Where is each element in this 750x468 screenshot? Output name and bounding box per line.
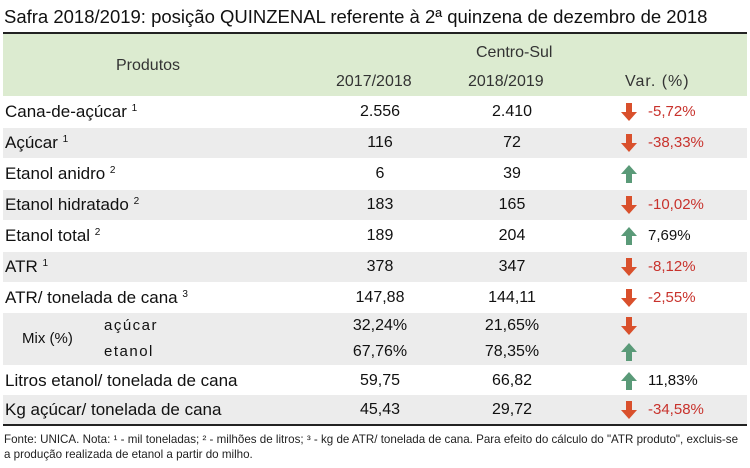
table-row xyxy=(3,189,747,220)
arrow-up-icon xyxy=(621,227,637,245)
value-2018-2019: 2.410 xyxy=(491,103,533,120)
variation-value: -5,72% xyxy=(648,103,696,120)
bottom-rule xyxy=(3,424,747,426)
mix-group xyxy=(3,313,747,365)
value-2018-2019: 21,65% xyxy=(484,317,540,334)
table-row xyxy=(3,395,747,424)
value-2017-2018: 32,24% xyxy=(352,317,408,334)
header-produtos: Produtos xyxy=(116,57,181,74)
header-2017-2018: 2017/2018 xyxy=(336,73,412,90)
mix-sublabel: açúcar xyxy=(104,317,159,334)
arrow-down-icon xyxy=(621,196,637,214)
value-2017-2018: 6 xyxy=(375,165,385,182)
row-label: Kg açúcar/ tonelada de cana xyxy=(5,400,221,420)
row-label-text: Kg açúcar/ tonelada de cana xyxy=(5,400,222,419)
row-label-text: ATR/ tonelada de cana xyxy=(5,288,178,307)
arrow-up-icon xyxy=(621,165,637,183)
arrow-down-icon xyxy=(621,258,637,276)
value-2017-2018: 147,88 xyxy=(355,289,405,306)
footnote-marker: 2 xyxy=(133,196,140,207)
value-2017-2018: 2.556 xyxy=(359,103,401,120)
value-2017-2018: 189 xyxy=(366,227,394,244)
row-label: Etanol total 2 xyxy=(5,226,100,246)
row-label-text: Cana-de-açúcar xyxy=(5,102,127,121)
footnote-marker: 1 xyxy=(131,103,138,114)
variation-value: -2,55% xyxy=(648,289,696,306)
value-2018-2019: 347 xyxy=(498,258,526,275)
footnote-marker: 3 xyxy=(182,289,188,300)
arrow-down-icon xyxy=(621,317,637,335)
mix-sublabel: etanol xyxy=(104,343,154,360)
footnote: Fonte: UNICA. Nota: ¹ - mil toneladas; ²… xyxy=(4,433,739,461)
value-2017-2018: 59,75 xyxy=(359,372,401,389)
footnote-marker: 2 xyxy=(109,165,116,176)
footnote-marker: 2 xyxy=(94,227,101,238)
table-row xyxy=(3,251,747,282)
row-label-text: Litros etanol/ tonelada de cana xyxy=(5,371,238,390)
row-label-text: Etanol total xyxy=(5,226,91,245)
row-label: Etanol anidro 2 xyxy=(5,164,115,184)
top-rule xyxy=(3,32,747,34)
table-title: Safra 2018/2019: posição QUINZENAL refer… xyxy=(4,6,708,27)
row-label: ATR/ tonelada de cana 3 xyxy=(5,288,188,308)
value-2017-2018: 378 xyxy=(366,258,394,275)
arrow-up-icon xyxy=(621,343,637,361)
footnote-marker: 1 xyxy=(62,134,69,145)
row-label: ATR 1 xyxy=(5,257,48,277)
value-2018-2019: 204 xyxy=(498,227,526,244)
row-label-text: Etanol hidratado xyxy=(5,195,129,214)
row-label-text: ATR xyxy=(5,257,38,276)
value-2018-2019: 66,82 xyxy=(491,372,533,389)
variation-value: 11,83% xyxy=(648,372,698,389)
value-2017-2018: 67,76% xyxy=(352,343,408,360)
row-label-text: Açúcar xyxy=(5,133,58,152)
value-2017-2018: 183 xyxy=(366,196,394,213)
value-2017-2018: 116 xyxy=(367,134,393,151)
row-separator xyxy=(3,365,747,366)
arrow-down-icon xyxy=(621,401,637,419)
arrow-up-icon xyxy=(621,372,637,390)
row-label: Cana-de-açúcar 1 xyxy=(5,102,137,122)
variation-value: -34,58% xyxy=(648,401,704,418)
value-2018-2019: 165 xyxy=(498,196,526,213)
header-region: Centro-Sul xyxy=(476,44,553,61)
value-2018-2019: 144,11 xyxy=(488,289,536,306)
row-label-text: Etanol anidro xyxy=(5,164,106,183)
variation-value: -10,02% xyxy=(648,196,704,213)
value-2017-2018: 45,43 xyxy=(359,401,401,418)
variation-value: -38,33% xyxy=(648,134,704,151)
arrow-down-icon xyxy=(621,289,637,307)
variation-value: -8,12% xyxy=(648,258,696,275)
row-separator xyxy=(3,189,747,190)
row-label: Litros etanol/ tonelada de cana xyxy=(5,371,238,391)
header-variation: Var. (%) xyxy=(625,73,690,90)
footnote-marker: 1 xyxy=(42,258,49,269)
value-2018-2019: 72 xyxy=(503,134,521,151)
row-label: Açúcar 1 xyxy=(5,133,68,153)
row-separator xyxy=(3,127,747,128)
row-label: Etanol hidratado 2 xyxy=(5,195,139,215)
row-separator xyxy=(3,251,747,252)
value-2018-2019: 29,72 xyxy=(491,401,533,418)
arrow-down-icon xyxy=(621,134,637,152)
arrow-down-icon xyxy=(621,103,637,121)
header-2018-2019: 2018/2019 xyxy=(468,73,544,90)
value-2018-2019: 39 xyxy=(503,165,521,182)
table-header xyxy=(3,34,747,96)
table-row xyxy=(3,127,747,158)
value-2018-2019: 78,35% xyxy=(484,343,540,360)
variation-value: 7,69% xyxy=(648,227,691,244)
mix-label: Mix (%) xyxy=(22,330,73,347)
